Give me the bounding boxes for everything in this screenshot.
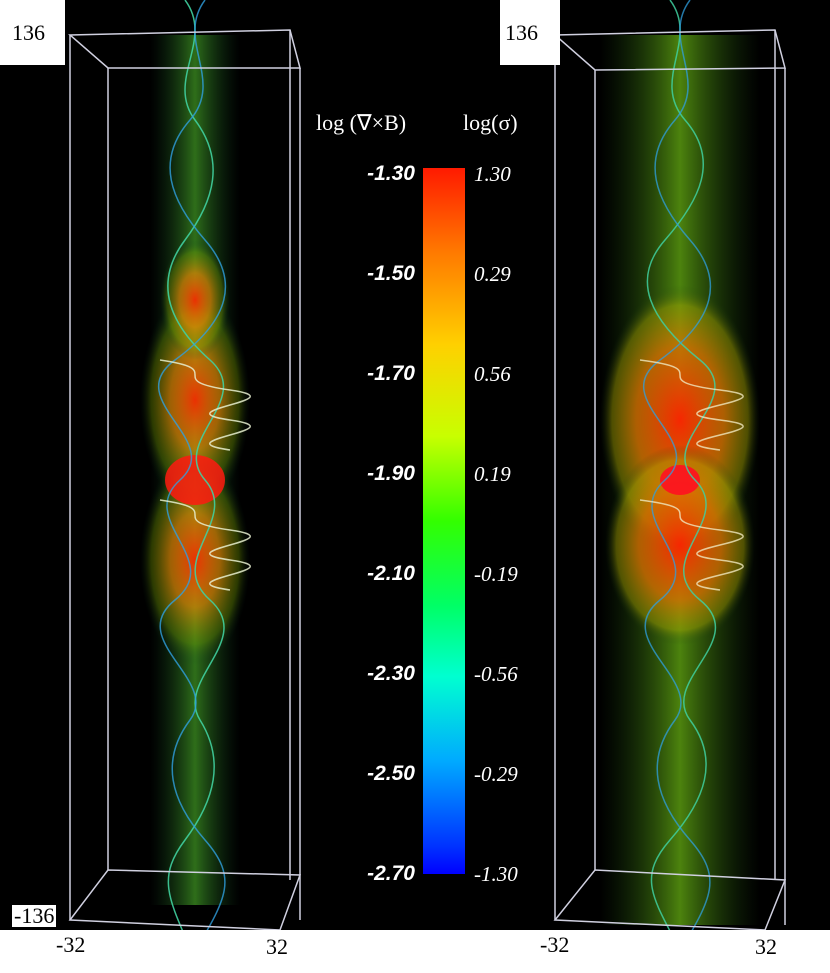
left-z-top-label: 136	[12, 20, 45, 45]
colorbar-left-tick: -2.70	[367, 862, 415, 885]
colorbar-left-tick: -2.50	[367, 762, 415, 785]
colorbar-left-tick: -1.30	[367, 162, 415, 185]
left-x-left-label: -32	[56, 932, 86, 957]
right-bounding-box	[553, 29, 787, 931]
right-top-margin	[500, 0, 560, 65]
left-top-margin	[0, 0, 65, 65]
left-x-right-label: 32	[266, 934, 288, 959]
left-field-lines	[158, 0, 251, 961]
left-volume-render	[140, 35, 250, 905]
colorbar-left-tick: -2.10	[367, 562, 415, 585]
right-x-left-label: -32	[540, 932, 570, 957]
bottom-margin-strip	[0, 930, 830, 973]
right-x-right-label: 32	[755, 934, 777, 959]
colorbar-right-tick: -1.30	[474, 862, 518, 886]
colorbar	[423, 168, 465, 874]
colorbar-right-tick: 0.29	[474, 262, 511, 286]
right-field-lines	[639, 0, 744, 961]
colorbar-left-tick: -2.30	[367, 662, 415, 685]
colorbar-right-tick: 0.19	[474, 462, 511, 486]
colorbar-title-left: log (∇×B)	[316, 110, 407, 135]
left-z-bottom-label: -136	[12, 903, 57, 928]
colorbar-left-tick: -1.90	[367, 462, 415, 485]
colorbar-right-tick: 1.30	[474, 162, 511, 186]
left-bounding-box	[68, 29, 302, 931]
colorbar-left-tick: -1.50	[367, 262, 415, 285]
colorbar-right-tick: -0.56	[474, 662, 518, 686]
right-volume-render	[600, 35, 760, 925]
colorbar-right-tick: -0.19	[474, 562, 518, 586]
colorbar-right-tick: 0.56	[474, 362, 511, 386]
colorbar-right-tick: -0.29	[474, 762, 518, 786]
right-z-top-label: 136	[505, 20, 538, 45]
colorbar-left-tick: -1.70	[367, 362, 415, 385]
colorbar-title-right: log(σ)	[463, 110, 518, 135]
